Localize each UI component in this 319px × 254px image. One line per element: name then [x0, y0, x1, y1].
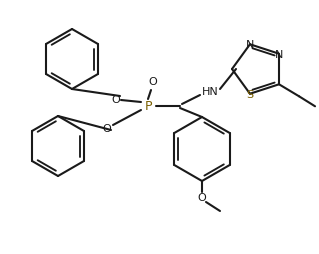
- Text: O: O: [112, 95, 120, 105]
- Text: S: S: [246, 89, 254, 99]
- Text: N: N: [275, 50, 283, 59]
- Text: N: N: [246, 40, 254, 50]
- Text: O: O: [198, 192, 206, 202]
- Text: O: O: [103, 123, 111, 133]
- Text: HN: HN: [202, 87, 219, 97]
- Text: P: P: [144, 100, 152, 113]
- Text: O: O: [149, 77, 157, 87]
